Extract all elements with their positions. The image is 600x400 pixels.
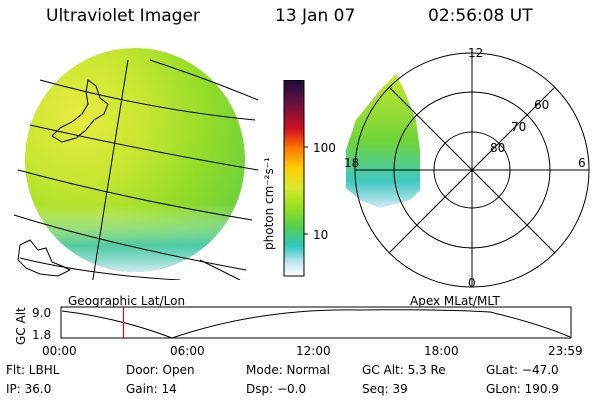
instrument-title: Ultraviolet Imager xyxy=(46,6,200,26)
geographic-image xyxy=(13,48,259,280)
info-ip: IP: 36.0 xyxy=(6,382,52,396)
altitude-xtick-2: 12:00 xyxy=(296,344,331,358)
observation-time: 02:56:08 UT xyxy=(428,6,533,26)
apex-panel-label: Apex MLat/MLT xyxy=(410,294,500,308)
polar-plot xyxy=(346,52,590,288)
altitude-xtick-0: 00:00 xyxy=(42,344,77,358)
info-mode: Mode: Normal xyxy=(246,363,330,377)
colorbar-tick-100: 100 xyxy=(313,141,336,155)
info-filter: Flt: LBHL xyxy=(6,363,60,377)
info-dsp: Dsp: −0.0 xyxy=(246,382,307,396)
colorbar-label: photon cm⁻²s⁻¹ xyxy=(262,157,276,250)
coastline xyxy=(51,79,109,143)
mlt-label-6: 6 xyxy=(578,156,586,170)
altitude-ytick-low: 1.8 xyxy=(32,328,52,342)
altitude-ylabel: GC Alt xyxy=(14,307,28,345)
info-glon: GLon: 190.9 xyxy=(486,382,559,396)
mlat-label-80: 80 xyxy=(490,141,506,155)
info-door: Door: Open xyxy=(126,363,195,377)
mlt-label-18: 18 xyxy=(344,156,360,170)
altitude-xtick-1: 06:00 xyxy=(170,344,205,358)
altitude-xtick-3: 18:00 xyxy=(424,344,459,358)
lat-lon-grid xyxy=(13,59,259,280)
colorbar-tick-10: 10 xyxy=(313,228,329,242)
info-gc-alt: GC Alt: 5.3 Re xyxy=(362,363,446,377)
geo-panel-label: Geographic Lat/Lon xyxy=(68,294,186,308)
color-bar xyxy=(283,80,308,277)
info-gain: Gain: 14 xyxy=(126,382,177,396)
observation-date: 13 Jan 07 xyxy=(275,6,356,26)
info-glat: GLat: −47.0 xyxy=(486,363,559,377)
altitude-curve xyxy=(61,309,571,339)
altitude-plot xyxy=(60,306,572,339)
polar-aurora-region xyxy=(346,74,420,208)
altitude-ytick-high: 9.0 xyxy=(32,306,52,320)
mlt-label-12: 12 xyxy=(468,46,484,60)
altitude-xtick-4: 23:59 xyxy=(548,344,583,358)
mlat-label-70: 70 xyxy=(511,120,527,134)
info-seq: Seq: 39 xyxy=(362,382,408,396)
mlat-label-60: 60 xyxy=(534,98,550,112)
mlt-label-0: 0 xyxy=(468,276,476,290)
